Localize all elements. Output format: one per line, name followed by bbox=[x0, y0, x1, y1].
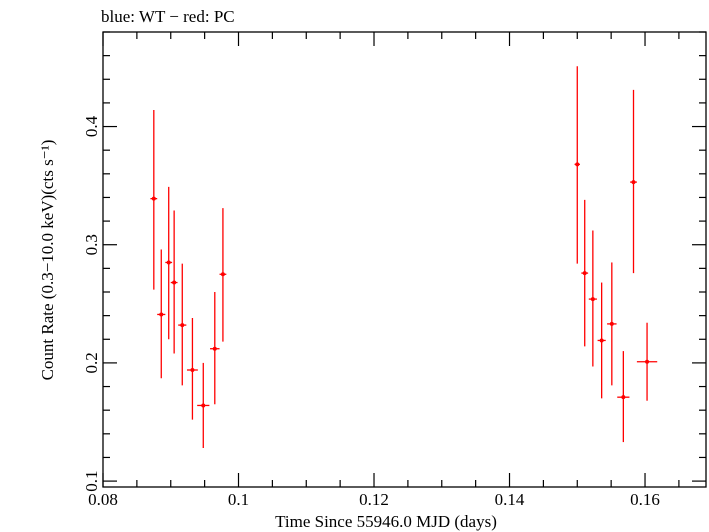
data-point bbox=[170, 210, 178, 354]
data-point bbox=[165, 186, 173, 340]
data-point bbox=[574, 66, 580, 264]
x-axis-ticks bbox=[102, 32, 680, 487]
x-tick-label: 0.1 bbox=[228, 490, 249, 509]
point-marker bbox=[166, 260, 171, 265]
data-point bbox=[607, 262, 617, 386]
data-point bbox=[178, 263, 187, 386]
y-axis-ticks bbox=[103, 31, 706, 482]
point-marker bbox=[220, 272, 225, 277]
data-point bbox=[597, 282, 606, 399]
x-tick-label: 0.14 bbox=[495, 490, 525, 509]
data-point bbox=[219, 208, 227, 342]
point-marker bbox=[590, 297, 595, 302]
point-marker bbox=[151, 196, 156, 201]
y-tick-label: 0.4 bbox=[82, 115, 101, 137]
data-point bbox=[630, 89, 637, 274]
point-marker bbox=[172, 280, 177, 285]
data-point bbox=[150, 110, 158, 290]
point-marker bbox=[582, 271, 587, 276]
x-axis-label: Time Since 55946.0 MJD (days) bbox=[275, 512, 497, 531]
data-point bbox=[617, 351, 630, 443]
point-marker bbox=[212, 346, 217, 351]
point-marker bbox=[609, 321, 614, 326]
point-marker bbox=[631, 180, 636, 185]
data-point bbox=[210, 292, 220, 405]
point-marker bbox=[645, 359, 650, 364]
plot-frame bbox=[102, 31, 707, 488]
point-marker bbox=[599, 338, 604, 343]
data-point bbox=[581, 199, 589, 347]
y-axis-label: Count Rate (0.3−10.0 keV)(cts s⁻¹) bbox=[38, 140, 57, 381]
data-point bbox=[588, 230, 597, 367]
data-point bbox=[187, 318, 198, 420]
point-marker bbox=[575, 162, 580, 167]
y-tick-label: 0.3 bbox=[82, 234, 101, 255]
y-axis-tick-labels: 0.1 0.2 0.3 0.4 bbox=[82, 115, 101, 491]
y-tick-label: 0.2 bbox=[82, 352, 101, 373]
x-tick-label: 0.16 bbox=[630, 490, 660, 509]
x-axis-tick-labels: 0.08 0.1 0.12 0.14 0.16 bbox=[88, 490, 660, 509]
y-tick-label: 0.1 bbox=[82, 470, 101, 491]
point-marker bbox=[159, 312, 164, 317]
point-marker bbox=[180, 323, 185, 328]
data-points bbox=[150, 66, 658, 448]
chart-title: blue: WT − red: PC bbox=[101, 7, 235, 26]
data-point bbox=[636, 322, 658, 401]
point-marker bbox=[190, 368, 195, 372]
series-pc bbox=[150, 66, 658, 448]
point-marker bbox=[201, 403, 206, 408]
data-point bbox=[157, 249, 166, 379]
point-marker bbox=[621, 395, 626, 400]
x-tick-label: 0.12 bbox=[359, 490, 389, 509]
data-point bbox=[197, 362, 210, 448]
x-tick-label: 0.08 bbox=[88, 490, 118, 509]
